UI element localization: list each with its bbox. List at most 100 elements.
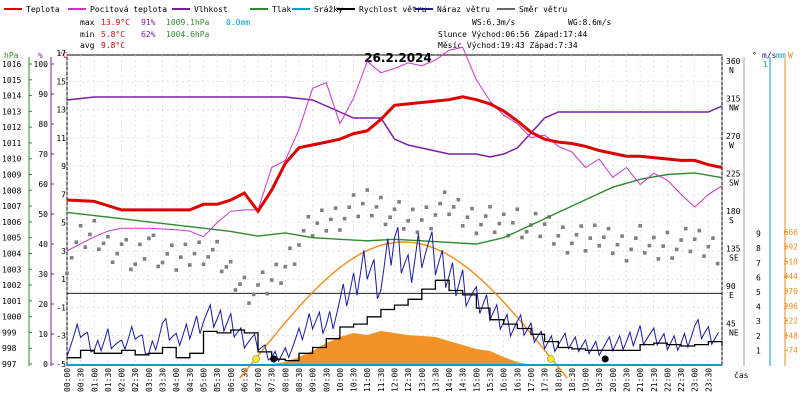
wind-direction-point bbox=[661, 244, 665, 248]
wind-direction-point bbox=[474, 231, 479, 236]
wind-direction-point bbox=[247, 301, 251, 305]
wind-direction-point bbox=[288, 246, 292, 251]
wind-direction-point bbox=[210, 247, 215, 252]
wind-direction-point bbox=[683, 226, 688, 231]
tick-x: 13:30 bbox=[431, 368, 440, 392]
tick-ms: 6 bbox=[756, 273, 761, 282]
wind-direction-point bbox=[652, 235, 656, 240]
tick-mm: 1 bbox=[763, 60, 768, 69]
wind-direction-point bbox=[165, 252, 169, 256]
tick-hpa: 998 bbox=[2, 344, 17, 353]
tick-ms: 4 bbox=[756, 303, 761, 312]
tick-ms: 7 bbox=[756, 259, 761, 268]
tick-hpa: 1007 bbox=[2, 202, 21, 211]
tick-x: 13:00 bbox=[418, 368, 427, 392]
wind-direction-point bbox=[147, 236, 151, 241]
tick-x: 06:00 bbox=[227, 368, 236, 392]
tick-x: 02:30 bbox=[131, 368, 140, 392]
tick-hpa: 1006 bbox=[2, 218, 21, 227]
tick-deg-dir: S bbox=[729, 216, 734, 225]
wind-direction-point bbox=[260, 270, 265, 274]
wind-direction-point bbox=[533, 211, 538, 216]
tick-x: 08:30 bbox=[295, 368, 304, 392]
wind-direction-point bbox=[292, 262, 297, 266]
tick-x: 22:00 bbox=[663, 368, 672, 392]
tick-hpa: 1013 bbox=[2, 107, 21, 116]
moonset-marker bbox=[270, 355, 278, 363]
tick-pct: 70 bbox=[38, 150, 48, 159]
wind-direction-point bbox=[88, 232, 92, 237]
wind-direction-point bbox=[583, 249, 588, 253]
stat-min-label: min bbox=[80, 30, 95, 39]
tick-x: 20:30 bbox=[622, 368, 631, 392]
wind-direction-point bbox=[74, 240, 79, 244]
wind-direction-point bbox=[274, 262, 279, 267]
stat-avg-temp: 9.8°C bbox=[101, 41, 125, 50]
tick-deg-value: 180 bbox=[726, 207, 741, 216]
tick-hpa: 999 bbox=[2, 328, 17, 337]
tick-x: 14:30 bbox=[459, 368, 468, 392]
wind-direction-point bbox=[206, 255, 210, 259]
legend-label: Směr větru bbox=[519, 5, 567, 14]
wind-direction-point bbox=[138, 242, 142, 247]
stat-max-hum: 91% bbox=[141, 18, 156, 27]
wind-direction-point bbox=[447, 212, 451, 216]
tick-ms: 3 bbox=[756, 317, 761, 326]
tick-temp: 13 bbox=[56, 106, 66, 115]
tick-x: 04:30 bbox=[186, 368, 195, 392]
legend-label: Náraz větru bbox=[437, 5, 490, 14]
wind-direction-point bbox=[306, 214, 311, 219]
wind-direction-point bbox=[433, 213, 438, 217]
tick-deg-dir: E bbox=[729, 291, 734, 300]
tick-ms: 9 bbox=[756, 230, 761, 239]
sun-elevation-curve bbox=[239, 241, 568, 379]
tick-deg-dir: N bbox=[729, 66, 734, 75]
tick-hpa: 1003 bbox=[2, 265, 21, 274]
wind-direction-point bbox=[347, 205, 351, 209]
tick-x: 12:00 bbox=[391, 368, 400, 392]
tick-pct: 90 bbox=[38, 90, 48, 99]
wind-direction-point bbox=[119, 242, 124, 246]
stat-max-rain: 0.0mm bbox=[226, 18, 250, 27]
legend-label: Rychlost větru bbox=[359, 5, 427, 14]
tick-x: 05:00 bbox=[199, 368, 208, 392]
tick-temp: 5 bbox=[61, 219, 66, 228]
tick-x: 07:00 bbox=[254, 368, 263, 392]
tick-x: 03:00 bbox=[145, 368, 154, 392]
wind-direction-point bbox=[579, 224, 583, 228]
tick-x: 23:00 bbox=[691, 368, 700, 392]
wind-direction-point bbox=[442, 190, 447, 194]
tick-hpa: 1011 bbox=[2, 139, 21, 148]
wind-direction-point bbox=[97, 247, 101, 251]
tick-pct: 50 bbox=[38, 210, 48, 219]
wind-direction-point bbox=[702, 254, 706, 258]
wind-direction-point bbox=[242, 275, 247, 280]
wind-direction-point bbox=[283, 264, 288, 269]
wind-direction-point bbox=[397, 200, 401, 204]
wind-direction-point bbox=[538, 234, 542, 239]
tick-x: 10:30 bbox=[350, 368, 359, 392]
wind-direction-point bbox=[78, 224, 83, 228]
tick-ms: 1 bbox=[756, 346, 761, 355]
wind-direction-point bbox=[201, 262, 206, 266]
legend-label: Tlak bbox=[272, 5, 291, 14]
wind-direction-point bbox=[643, 251, 647, 255]
wind-direction-point bbox=[133, 262, 137, 266]
axis-pct-label: % bbox=[38, 51, 43, 60]
wind-direction-point bbox=[124, 237, 128, 242]
wind-direction-point bbox=[69, 256, 74, 260]
tick-x: 22:30 bbox=[677, 368, 686, 392]
tick-x: 18:00 bbox=[554, 368, 563, 392]
tick-x: 16:30 bbox=[513, 368, 522, 392]
tick-wm2: 444 bbox=[784, 272, 799, 281]
tick-deg-value: 270 bbox=[726, 132, 741, 141]
wind-direction-point bbox=[465, 215, 470, 219]
tick-ms: 5 bbox=[756, 288, 761, 297]
wind-direction-point bbox=[142, 257, 147, 261]
wind-direction-point bbox=[460, 224, 465, 228]
tick-hpa: 997 bbox=[2, 360, 17, 369]
wind-direction-point bbox=[101, 241, 106, 246]
wind-direction-point bbox=[565, 251, 570, 255]
